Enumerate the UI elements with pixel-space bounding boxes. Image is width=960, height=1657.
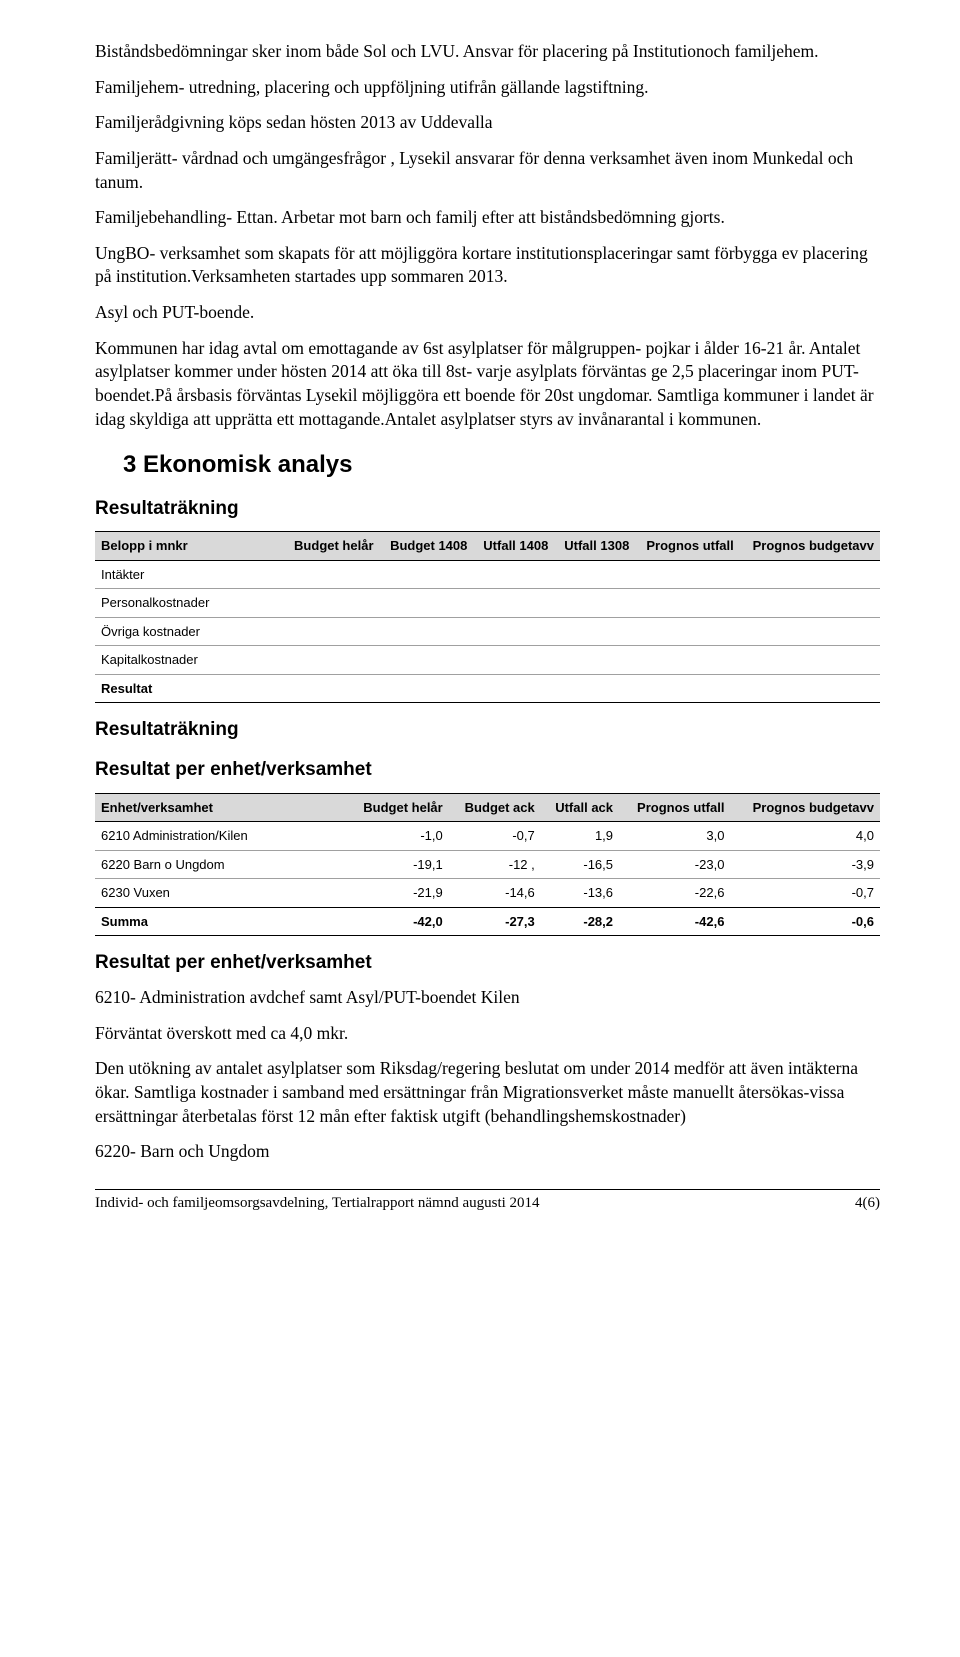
table2-title1: Resultaträkning bbox=[95, 717, 880, 743]
paragraph: UngBO- verksamhet som skapats för att mö… bbox=[95, 242, 880, 289]
col-header: Belopp i mnkr bbox=[95, 532, 283, 561]
cell: -23,0 bbox=[619, 850, 730, 879]
cell: -19,1 bbox=[346, 850, 449, 879]
page-footer: Individ- och familjeomsorgsavdelning, Te… bbox=[95, 1189, 880, 1213]
cell: 3,0 bbox=[619, 822, 730, 851]
cell: -0,6 bbox=[730, 907, 880, 936]
col-header: Budget ack bbox=[449, 793, 541, 822]
after-heading: Resultat per enhet/verksamhet bbox=[95, 950, 880, 976]
footer-right: 4(6) bbox=[855, 1193, 880, 1213]
col-header: Utfall ack bbox=[541, 793, 619, 822]
paragraph: Den utökning av antalet asylplatser som … bbox=[95, 1057, 880, 1128]
row-label: Kapitalkostnader bbox=[95, 646, 283, 675]
cell: -0,7 bbox=[449, 822, 541, 851]
paragraph: 6210- Administration avdchef samt Asyl/P… bbox=[95, 986, 880, 1010]
cell: 4,0 bbox=[730, 822, 880, 851]
table-row: Personalkostnader bbox=[95, 589, 880, 618]
table-resultatrakning: Belopp i mnkr Budget helår Budget 1408 U… bbox=[95, 531, 880, 703]
col-header: Prognos utfall bbox=[619, 793, 730, 822]
row-label: 6230 Vuxen bbox=[95, 879, 346, 908]
cell: -14,6 bbox=[449, 879, 541, 908]
table2-title2: Resultat per enhet/verksamhet bbox=[95, 757, 880, 783]
table-row: 6210 Administration/Kilen -1,0 -0,7 1,9 … bbox=[95, 822, 880, 851]
col-header: Prognos budgetavv bbox=[740, 532, 880, 561]
col-header: Budget helår bbox=[346, 793, 449, 822]
table-row: Intäkter bbox=[95, 560, 880, 589]
section-heading: 3 Ekonomisk analys bbox=[123, 449, 880, 481]
cell: -21,9 bbox=[346, 879, 449, 908]
col-header: Utfall 1308 bbox=[554, 532, 635, 561]
cell: -27,3 bbox=[449, 907, 541, 936]
paragraph: Asyl och PUT-boende. bbox=[95, 301, 880, 325]
paragraph: 6220- Barn och Ungdom bbox=[95, 1140, 880, 1164]
table-row: 6230 Vuxen -21,9 -14,6 -13,6 -22,6 -0,7 bbox=[95, 879, 880, 908]
row-label: 6220 Barn o Ungdom bbox=[95, 850, 346, 879]
table1-title: Resultaträkning bbox=[95, 496, 880, 522]
cell: -13,6 bbox=[541, 879, 619, 908]
row-label: Övriga kostnader bbox=[95, 617, 283, 646]
col-header: Enhet/verksamhet bbox=[95, 793, 346, 822]
paragraph: Förväntat överskott med ca 4,0 mkr. bbox=[95, 1022, 880, 1046]
cell: -12 , bbox=[449, 850, 541, 879]
table-sum-row: Summa -42,0 -27,3 -28,2 -42,6 -0,6 bbox=[95, 907, 880, 936]
row-label: 6210 Administration/Kilen bbox=[95, 822, 346, 851]
paragraph: Familjehem- utredning, placering och upp… bbox=[95, 76, 880, 100]
row-label: Summa bbox=[95, 907, 346, 936]
col-header: Budget 1408 bbox=[380, 532, 474, 561]
cell: -28,2 bbox=[541, 907, 619, 936]
cell: -22,6 bbox=[619, 879, 730, 908]
table-resultat-per-enhet: Enhet/verksamhet Budget helår Budget ack… bbox=[95, 793, 880, 937]
row-label: Resultat bbox=[95, 674, 283, 703]
cell: -16,5 bbox=[541, 850, 619, 879]
cell: -42,0 bbox=[346, 907, 449, 936]
footer-left: Individ- och familjeomsorgsavdelning, Te… bbox=[95, 1193, 540, 1213]
table-row: Resultat bbox=[95, 674, 880, 703]
cell: -0,7 bbox=[730, 879, 880, 908]
row-label: Intäkter bbox=[95, 560, 283, 589]
table-row: Övriga kostnader bbox=[95, 617, 880, 646]
paragraph: Familjebehandling- Ettan. Arbetar mot ba… bbox=[95, 206, 880, 230]
col-header: Budget helår bbox=[283, 532, 379, 561]
paragraph: Kommunen har idag avtal om emottagande a… bbox=[95, 337, 880, 432]
paragraph: Familjerådgivning köps sedan hösten 2013… bbox=[95, 111, 880, 135]
cell: 1,9 bbox=[541, 822, 619, 851]
cell: -1,0 bbox=[346, 822, 449, 851]
col-header: Prognos budgetavv bbox=[730, 793, 880, 822]
paragraph: Biståndsbedömningar sker inom både Sol o… bbox=[95, 40, 880, 64]
col-header: Utfall 1408 bbox=[473, 532, 554, 561]
col-header: Prognos utfall bbox=[635, 532, 739, 561]
cell: -42,6 bbox=[619, 907, 730, 936]
cell: -3,9 bbox=[730, 850, 880, 879]
paragraph: Familjerätt- vårdnad och umgängesfrågor … bbox=[95, 147, 880, 194]
table-row: 6220 Barn o Ungdom -19,1 -12 , -16,5 -23… bbox=[95, 850, 880, 879]
table-row: Kapitalkostnader bbox=[95, 646, 880, 675]
row-label: Personalkostnader bbox=[95, 589, 283, 618]
